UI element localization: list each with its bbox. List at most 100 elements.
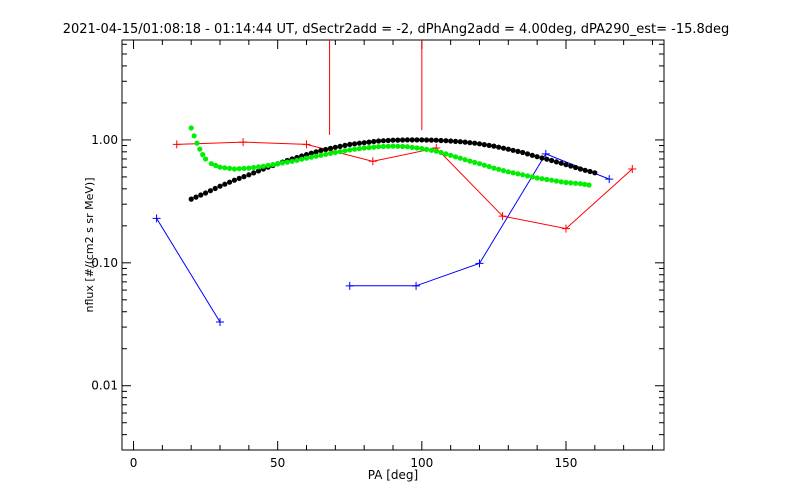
data-point (563, 162, 569, 168)
data-point (553, 159, 560, 165)
data-point (404, 137, 410, 143)
data-point (302, 140, 311, 149)
data-point (462, 139, 468, 145)
data-point (505, 146, 511, 152)
data-point (524, 173, 531, 179)
data-point (188, 196, 194, 202)
data-point (486, 164, 492, 170)
data-point (323, 151, 329, 157)
data-point (371, 138, 377, 145)
data-point (582, 181, 588, 187)
series-layer (152, 40, 637, 327)
y-axis: 0.01 0.10 1.00 (91, 43, 664, 451)
data-point (193, 194, 199, 200)
data-point (587, 168, 593, 175)
x-tick-label: 50 (270, 456, 285, 470)
data-point (400, 143, 406, 150)
data-point (539, 155, 545, 161)
y-tick-label: 0.01 (91, 379, 118, 393)
data-point (251, 164, 257, 171)
data-point (481, 142, 487, 148)
data-point (376, 138, 382, 144)
data-point (481, 162, 487, 168)
data-point (345, 281, 354, 290)
data-point (356, 140, 362, 146)
data-point (472, 140, 478, 146)
data-point (390, 143, 396, 149)
y-tick-label: 1.00 (91, 133, 118, 147)
data-point (241, 174, 247, 180)
data-point (524, 151, 531, 157)
data-point (491, 143, 497, 149)
data-point (563, 179, 569, 186)
data-point (294, 157, 300, 163)
data-point (361, 140, 367, 146)
data-point (520, 172, 526, 178)
data-point (586, 182, 592, 188)
data-point (371, 144, 377, 150)
data-point (255, 164, 262, 170)
data-point (505, 169, 511, 175)
data-point (438, 137, 444, 144)
data-point (270, 162, 276, 168)
data-point (395, 137, 401, 143)
data-point (313, 153, 319, 159)
data-point (191, 133, 197, 139)
data-point (452, 154, 459, 160)
data-point (510, 147, 516, 153)
data-point (275, 161, 281, 167)
data-point (549, 177, 555, 183)
data-point (347, 147, 353, 153)
data-point (558, 160, 564, 166)
data-point (412, 281, 421, 290)
data-point (592, 170, 598, 176)
data-point (438, 149, 444, 156)
series-line (156, 218, 221, 323)
data-point (544, 176, 550, 183)
data-point (236, 166, 242, 172)
data-point (553, 178, 560, 184)
data-point (500, 168, 507, 174)
data-point (529, 152, 535, 158)
data-point (462, 157, 468, 163)
data-point (491, 165, 497, 171)
series-1 (152, 149, 614, 327)
data-point (342, 142, 348, 148)
data-point (284, 159, 290, 165)
data-point (313, 149, 319, 155)
data-point (561, 224, 570, 233)
data-point (428, 147, 434, 153)
x-axis: 0 50 100 150 (130, 40, 653, 470)
series-0 (172, 40, 637, 233)
data-point (409, 144, 415, 150)
data-point (207, 188, 213, 194)
data-point (476, 141, 483, 147)
data-point (577, 166, 584, 172)
data-point (327, 150, 334, 156)
data-point (549, 157, 555, 164)
data-point (236, 175, 242, 181)
x-tick-label: 0 (130, 456, 138, 470)
data-point (515, 171, 521, 177)
data-point (241, 165, 247, 171)
data-point (475, 259, 484, 268)
data-point (520, 149, 526, 156)
data-point (424, 146, 430, 152)
y-tick-label: 0.10 (91, 256, 118, 270)
data-point (448, 138, 454, 144)
data-point (318, 152, 324, 158)
data-point (246, 172, 252, 178)
data-point (227, 179, 233, 185)
data-point (347, 141, 353, 147)
data-point (231, 166, 237, 172)
data-point (428, 137, 434, 143)
data-point (299, 156, 305, 162)
data-point (467, 140, 473, 146)
data-point (409, 137, 415, 143)
data-point (448, 152, 454, 158)
data-point (452, 138, 459, 144)
data-point (573, 164, 579, 171)
data-point (558, 179, 564, 185)
data-point (395, 143, 401, 149)
data-point (356, 146, 362, 152)
